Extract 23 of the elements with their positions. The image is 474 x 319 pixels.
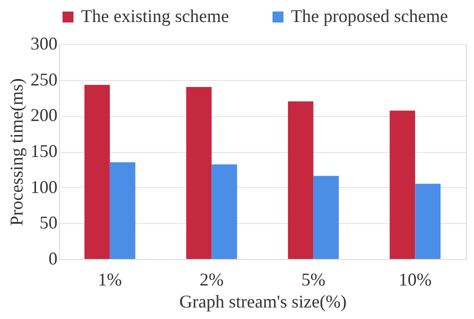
x-tick-label: 2% xyxy=(200,270,224,290)
bar xyxy=(415,184,441,259)
legend-label: The proposed scheme xyxy=(291,6,448,26)
bar xyxy=(390,110,416,259)
x-tick-label: 10% xyxy=(398,270,432,290)
y-tick-label: 0 xyxy=(48,248,58,268)
legend-label: The existing scheme xyxy=(81,6,229,26)
x-tick-label: 5% xyxy=(301,270,326,290)
y-tick-label: 300 xyxy=(30,34,58,54)
y-tick-label: 250 xyxy=(30,69,58,90)
bar xyxy=(110,162,136,259)
x-axis-title: Graph stream's size(%) xyxy=(179,292,347,312)
y-tick-label: 100 xyxy=(30,176,58,197)
bar xyxy=(313,176,339,259)
y-tick-label: 50 xyxy=(40,212,58,233)
y-axis-title: Processing time(ms) xyxy=(6,78,26,226)
y-tick-label: 200 xyxy=(30,105,58,126)
y-tick-label: 150 xyxy=(30,141,58,161)
bar xyxy=(212,164,238,259)
bar xyxy=(84,84,110,259)
bar xyxy=(186,87,212,259)
bar xyxy=(288,101,314,259)
x-tick-label: 1% xyxy=(98,270,122,290)
